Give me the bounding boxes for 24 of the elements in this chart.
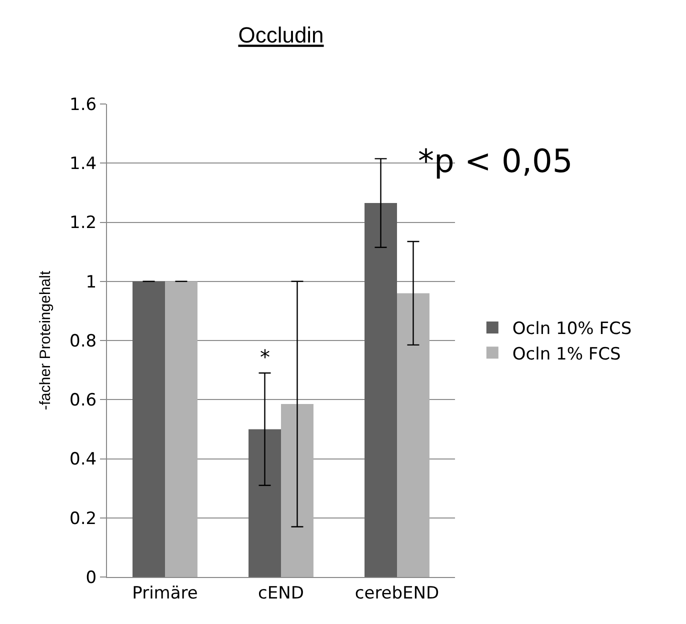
y-tick-label: 1.6 [70, 94, 97, 115]
annotation: *p < 0,05 [418, 142, 573, 180]
bar [132, 281, 165, 577]
bar [397, 293, 430, 577]
y-tick-label: 1.2 [70, 213, 97, 234]
bar [165, 281, 198, 577]
y-tick-label: 0.6 [70, 390, 97, 411]
y-tick-label: 0.8 [70, 331, 97, 352]
y-tick-label: 1.4 [70, 154, 97, 174]
x-tick-label: cerebEND [354, 583, 440, 604]
chart-title: Occludin [238, 22, 324, 48]
y-axis-title: -facher Proteingehalt [36, 270, 54, 410]
legend-label: Ocln 1% FCS [512, 344, 621, 364]
x-tick-label: Primäre [132, 583, 198, 604]
x-tick-label: cEND [258, 583, 304, 604]
bar [281, 404, 314, 577]
y-tick-label: 0.4 [70, 450, 97, 470]
y-tick-label: 0.2 [70, 508, 97, 529]
bar [364, 203, 397, 577]
y-tick-label: 1 [86, 272, 97, 292]
legend-label: Ocln 10% FCS [512, 319, 632, 340]
annotation: * [260, 345, 270, 369]
y-tick-label: 0 [86, 568, 97, 588]
bar [248, 429, 281, 577]
